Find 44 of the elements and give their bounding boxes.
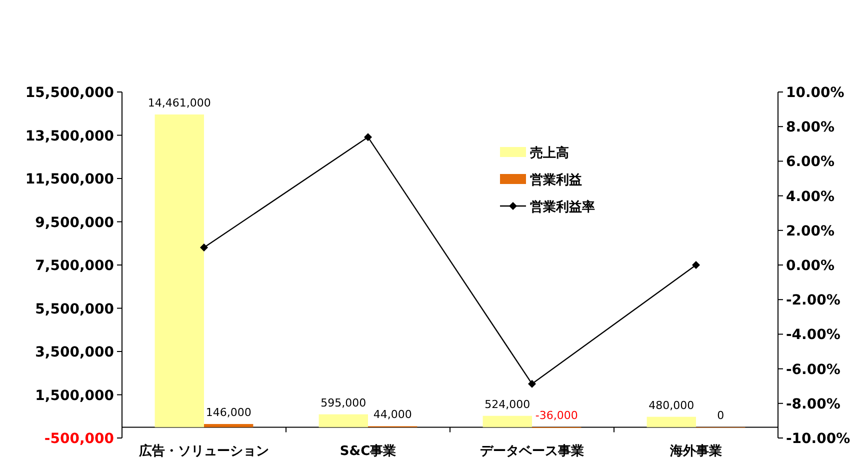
bar: [318, 414, 368, 428]
y2-tick-label: 4.00%: [786, 188, 835, 205]
y-tick-label: 13,500,000: [25, 128, 114, 144]
y-tick-label: 1,500,000: [35, 388, 114, 404]
data-label: 146,000: [206, 406, 252, 420]
data-label: 0: [717, 409, 724, 422]
legend-label: 営業利益: [530, 172, 582, 188]
x-tick-label: 海外事業: [669, 444, 722, 459]
y2-tick-label: 10.00%: [786, 85, 844, 101]
y2-tick-label: 2.00%: [786, 223, 835, 240]
y2-tick-label: -10.00%: [786, 431, 850, 447]
legend-label: 売上高: [530, 145, 569, 161]
y-tick-label: 7,500,000: [35, 258, 114, 274]
y-tick-label: 5,500,000: [35, 301, 114, 318]
bar: [482, 416, 532, 428]
data-label: 44,000: [373, 408, 412, 422]
data-label: 14,461,000: [148, 96, 211, 110]
bar: [204, 424, 254, 428]
y2-tick-label: 0.00%: [786, 258, 835, 274]
y-tick-label: -500,000: [44, 431, 114, 447]
bar: [154, 114, 204, 428]
bar: [646, 416, 696, 428]
point: [528, 380, 536, 388]
y2-tick-label: -6.00%: [786, 362, 840, 378]
x-tick-label: S&C事業: [340, 444, 396, 459]
x-tick-label: 広告・ソリューション: [138, 443, 269, 459]
y2-tick-label: -4.00%: [786, 327, 840, 344]
point: [692, 261, 700, 269]
y-tick-label: 9,500,000: [35, 214, 114, 231]
data-label: -36,000: [535, 409, 578, 422]
y2-tick-label: -2.00%: [786, 292, 840, 309]
y-tick-label: 3,500,000: [35, 344, 114, 360]
data-label: 595,000: [320, 396, 366, 410]
point: [200, 244, 208, 252]
x-tick-label: データベース事業: [480, 444, 584, 459]
y-tick-label: 15,500,000: [25, 85, 114, 101]
data-label: 480,000: [648, 398, 694, 412]
y2-tick-label: -8.00%: [786, 396, 840, 412]
legend-label: 営業利益率: [530, 199, 595, 215]
y-tick-label: 11,500,000: [25, 172, 114, 188]
y2-tick-label: 6.00%: [786, 154, 835, 170]
point: [364, 133, 372, 142]
data-label: 524,000: [484, 398, 530, 411]
y2-tick-label: 8.00%: [786, 120, 835, 136]
